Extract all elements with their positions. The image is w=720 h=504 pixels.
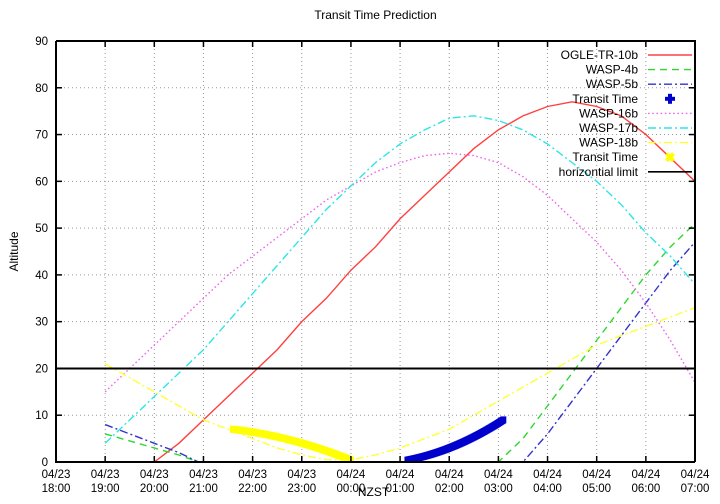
x-axis-tick-label-time: 20:00 (140, 483, 169, 495)
series-group (104, 101, 695, 462)
x-axis-tick-label-time: 19:00 (91, 483, 120, 495)
x-axis-tick-label-time: 18:00 (42, 483, 71, 495)
legend-label: Transit Time (572, 92, 638, 106)
x-axis-tick-label-time: 07:00 (681, 483, 710, 495)
legend-label: WASP-18b (579, 136, 638, 150)
x-axis-title: NZST (358, 485, 390, 499)
legend-cross-marker (665, 152, 675, 163)
series-line-wasp-16b (104, 152, 695, 393)
x-axis-tick-label-time: 23:00 (287, 483, 316, 495)
x-axis-tick-label-time: 01:00 (386, 483, 415, 495)
y-axis-tick-label: 70 (35, 130, 48, 142)
x-axis-tick-label-date: 04/23 (189, 469, 218, 481)
x-axis-tick-label-time: 21:00 (189, 483, 218, 495)
x-axis-tick-label-date: 04/24 (484, 469, 513, 481)
y-axis-tick-label: 10 (35, 410, 48, 422)
x-axis-tick-label-time: 00:00 (337, 483, 366, 495)
y-axis-tick-label: 50 (35, 223, 48, 235)
y-axis-tick-label: 40 (35, 270, 48, 282)
y-axis-title: Altitude (7, 231, 21, 271)
legend-label: Transit Time (572, 150, 638, 164)
x-axis-tick-label-date: 04/23 (91, 469, 120, 481)
y-axis-tick-label: 90 (35, 36, 48, 48)
y-axis-tick-label: 30 (35, 317, 48, 329)
series-line-wasp-4b (104, 222, 695, 462)
series-line-ogle-tr-10b (153, 101, 695, 462)
x-axis-tick-label-date: 04/24 (582, 469, 611, 481)
x-axis-tick-label-time: 02:00 (435, 483, 464, 495)
y-axis-tick-label: 20 (35, 363, 48, 375)
x-axis-tick-label-time: 06:00 (631, 483, 660, 495)
y-axis-tick-label: 60 (35, 176, 48, 188)
x-axis-tick-label-date: 04/24 (435, 469, 464, 481)
x-axis-tick-label-date: 04/24 (631, 469, 660, 481)
x-axis-tick-label-time: 03:00 (484, 483, 513, 495)
legend-label: WASP-4b (586, 63, 639, 77)
legend-label: OGLE-TR-10b (561, 48, 639, 62)
x-axis-tick-label-time: 22:00 (238, 483, 267, 495)
x-axis-tick-label-time: 04:00 (533, 483, 562, 495)
x-axis-tick-label-date: 04/23 (238, 469, 267, 481)
x-axis-tick-label-time: 05:00 (582, 483, 611, 495)
y-axis-tick-label: 0 (42, 457, 48, 469)
series-line-wasp-17b (104, 115, 695, 444)
x-axis-tick-label-date: 04/23 (140, 469, 169, 481)
x-axis-tick-label-date: 04/24 (337, 469, 366, 481)
x-axis-tick-label-date: 04/24 (681, 469, 710, 481)
x-axis-tick-label-date: 04/24 (533, 469, 562, 481)
x-axis-tick-label-date: 04/23 (287, 469, 316, 481)
series-line-wasp-18b (104, 306, 695, 461)
chart-title: Transit Time Prediction (314, 8, 436, 22)
x-axis-tick-label-date: 04/23 (42, 469, 71, 481)
transit-time-marker (500, 416, 507, 424)
legend-plus-marker (665, 93, 675, 104)
legend-label: horizontial limit (559, 165, 639, 179)
x-axis-tick-label-date: 04/24 (386, 469, 415, 481)
y-axis-tick-label: 80 (35, 83, 48, 95)
legend-label: WASP-16b (579, 106, 638, 120)
legend-label: WASP-17b (579, 121, 638, 135)
legend-label: WASP-5b (586, 77, 639, 91)
